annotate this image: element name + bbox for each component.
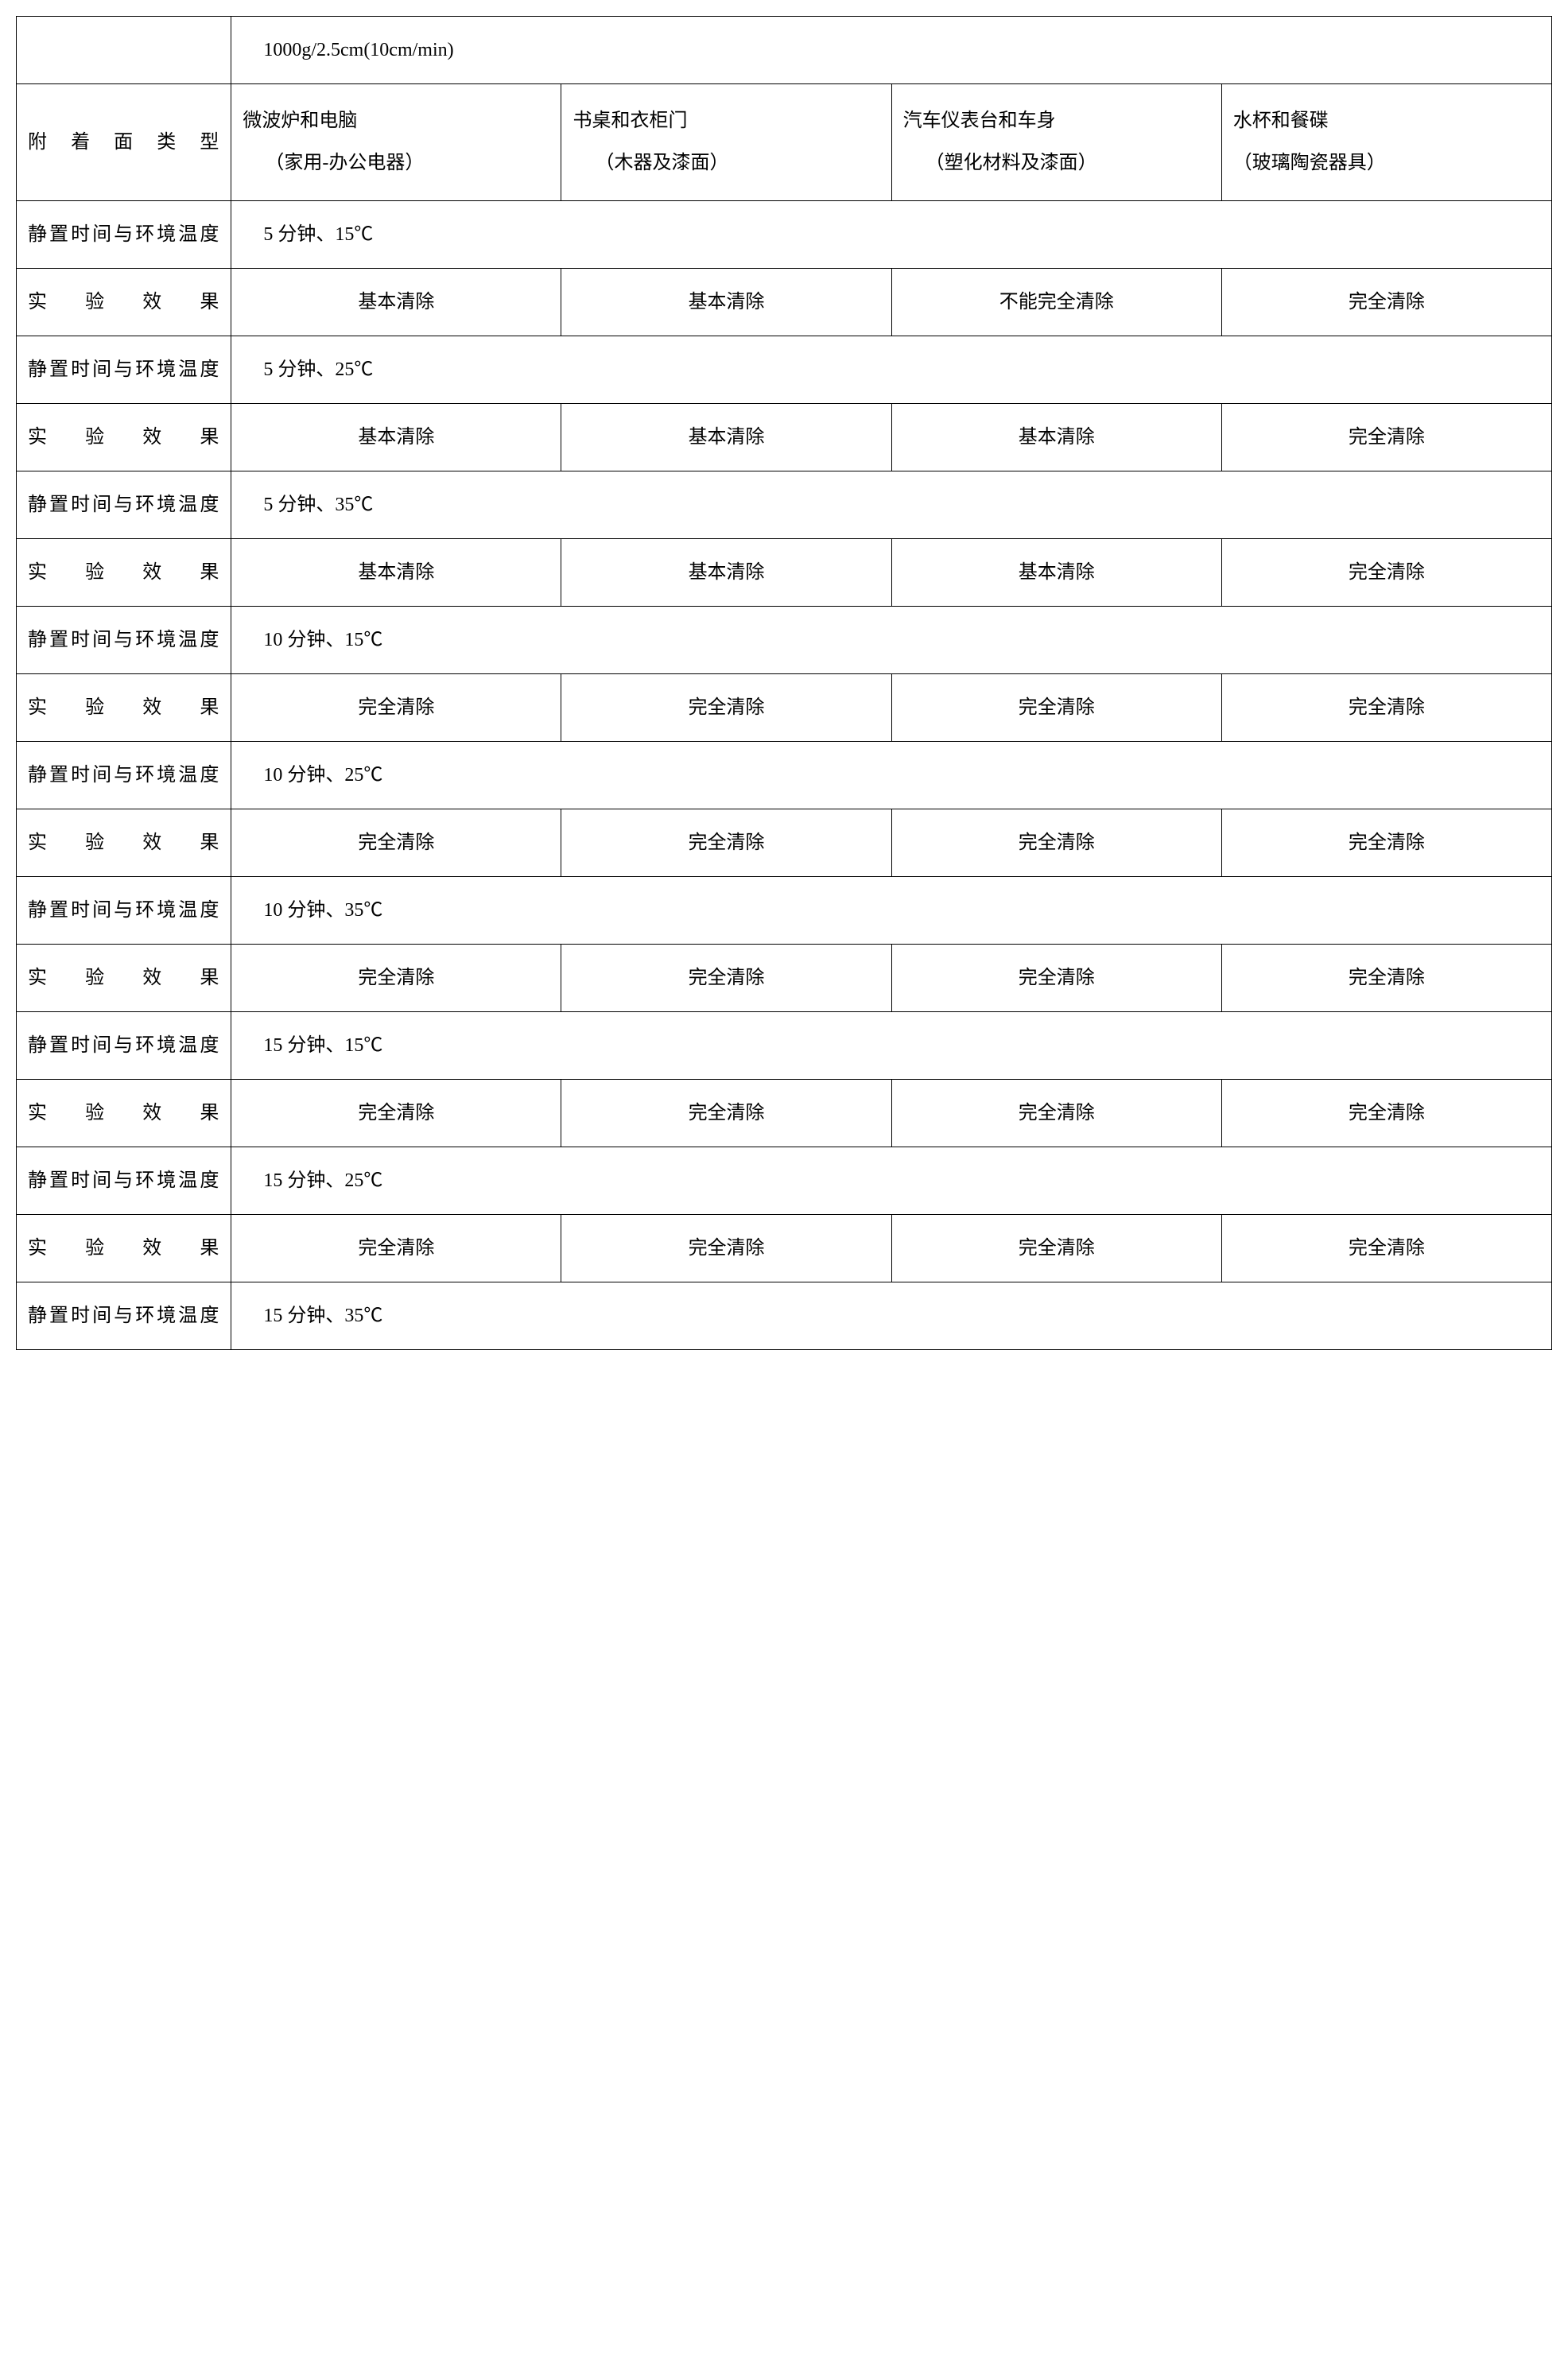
value-cell: 完全清除	[561, 673, 891, 741]
row-label-effect: 实验效果	[17, 944, 231, 1011]
value-cell: 基本清除	[231, 538, 561, 606]
table-row: 实验效果 完全清除 完全清除 完全清除 完全清除	[17, 809, 1552, 876]
row-label-time-temp: 静置时间与环境温度	[17, 200, 231, 268]
value-cell: 基本清除	[561, 538, 891, 606]
table-row: 实验效果 完全清除 完全清除 完全清除 完全清除	[17, 944, 1552, 1011]
value-cell: 完全清除	[231, 673, 561, 741]
value-cell: 完全清除	[1221, 1214, 1551, 1282]
condition-cell: 5 分钟、35℃	[231, 471, 1552, 538]
condition-cell: 15 分钟、35℃	[231, 1282, 1552, 1349]
table-row: 实验效果 基本清除 基本清除 基本清除 完全清除	[17, 538, 1552, 606]
condition-cell: 15 分钟、15℃	[231, 1011, 1552, 1079]
table-row: 实验效果 完全清除 完全清除 完全清除 完全清除	[17, 673, 1552, 741]
row-label-time-temp: 静置时间与环境温度	[17, 336, 231, 403]
row-label-effect: 实验效果	[17, 809, 231, 876]
value-cell: 完全清除	[1221, 538, 1551, 606]
value-cell: 完全清除	[561, 809, 891, 876]
value-cell: 完全清除	[1221, 944, 1551, 1011]
table-row: 静置时间与环境温度 5 分钟、25℃	[17, 336, 1552, 403]
table-row: 实验效果 基本清除 基本清除 不能完全清除 完全清除	[17, 268, 1552, 336]
header-desk-wardrobe: 书桌和衣柜门 （木器及漆面）	[561, 84, 891, 201]
row-label-effect: 实验效果	[17, 1079, 231, 1147]
header-line1: 微波炉和电脑	[243, 100, 549, 142]
value-cell: 完全清除	[891, 944, 1221, 1011]
value-cell: 完全清除	[891, 809, 1221, 876]
value-cell: 完全清除	[561, 1079, 891, 1147]
row-label-effect: 实验效果	[17, 538, 231, 606]
value-cell: 基本清除	[561, 268, 891, 336]
value-cell: 基本清除	[891, 538, 1221, 606]
header-microwave-pc: 微波炉和电脑 （家用-办公电器）	[231, 84, 561, 201]
header-line2: （木器及漆面）	[572, 142, 879, 184]
row-label-time-temp: 静置时间与环境温度	[17, 606, 231, 673]
table-row: 实验效果 基本清除 基本清除 基本清除 完全清除	[17, 403, 1552, 471]
row-label-time-temp: 静置时间与环境温度	[17, 1147, 231, 1214]
table-row: 静置时间与环境温度 15 分钟、15℃	[17, 1011, 1552, 1079]
header-cup-dish: 水杯和餐碟 （玻璃陶瓷器具）	[1221, 84, 1551, 201]
row-label-effect: 实验效果	[17, 403, 231, 471]
header-line2: （玻璃陶瓷器具）	[1233, 142, 1540, 184]
table-row: 附着面类型 微波炉和电脑 （家用-办公电器） 书桌和衣柜门 （木器及漆面） 汽车…	[17, 84, 1552, 201]
value-cell: 完全清除	[231, 1079, 561, 1147]
table-row: 静置时间与环境温度 15 分钟、35℃	[17, 1282, 1552, 1349]
value-cell: 基本清除	[891, 403, 1221, 471]
condition-cell: 10 分钟、35℃	[231, 876, 1552, 944]
table-row: 静置时间与环境温度 10 分钟、25℃	[17, 741, 1552, 809]
value-cell: 完全清除	[1221, 268, 1551, 336]
table-row: 实验效果 完全清除 完全清除 完全清除 完全清除	[17, 1214, 1552, 1282]
row-label-surface-type: 附着面类型	[17, 84, 231, 201]
condition-cell: 15 分钟、25℃	[231, 1147, 1552, 1214]
condition-cell: 10 分钟、25℃	[231, 741, 1552, 809]
table-row: 静置时间与环境温度 5 分钟、35℃	[17, 471, 1552, 538]
table-row: 静置时间与环境温度 10 分钟、15℃	[17, 606, 1552, 673]
value-cell: 完全清除	[1221, 403, 1551, 471]
header-line1: 书桌和衣柜门	[572, 100, 879, 142]
row-label-time-temp: 静置时间与环境温度	[17, 1282, 231, 1349]
value-cell: 完全清除	[561, 1214, 891, 1282]
row-label-time-temp: 静置时间与环境温度	[17, 1011, 231, 1079]
value-cell: 完全清除	[231, 1214, 561, 1282]
condition-cell: 5 分钟、15℃	[231, 200, 1552, 268]
empty-cell	[17, 17, 231, 84]
value-cell: 完全清除	[1221, 1079, 1551, 1147]
value-cell: 完全清除	[891, 1214, 1221, 1282]
row-label-effect: 实验效果	[17, 1214, 231, 1282]
header-line2: （塑化材料及漆面）	[903, 142, 1210, 184]
header-line1: 汽车仪表台和车身	[903, 100, 1210, 142]
top-spanned-cell: 1000g/2.5cm(10cm/min)	[231, 17, 1552, 84]
value-cell: 基本清除	[231, 268, 561, 336]
value-cell: 基本清除	[231, 403, 561, 471]
header-line1: 水杯和餐碟	[1233, 100, 1540, 142]
value-cell: 完全清除	[231, 809, 561, 876]
table-row: 静置时间与环境温度 15 分钟、25℃	[17, 1147, 1552, 1214]
header-car-dashboard: 汽车仪表台和车身 （塑化材料及漆面）	[891, 84, 1221, 201]
value-cell: 完全清除	[231, 944, 561, 1011]
row-label-time-temp: 静置时间与环境温度	[17, 741, 231, 809]
table-row: 1000g/2.5cm(10cm/min)	[17, 17, 1552, 84]
header-line2: （家用-办公电器）	[243, 142, 549, 184]
experiment-table: 1000g/2.5cm(10cm/min) 附着面类型 微波炉和电脑 （家用-办…	[16, 16, 1552, 1350]
value-cell: 基本清除	[561, 403, 891, 471]
row-label-effect: 实验效果	[17, 268, 231, 336]
table-row: 静置时间与环境温度 10 分钟、35℃	[17, 876, 1552, 944]
condition-cell: 5 分钟、25℃	[231, 336, 1552, 403]
value-cell: 完全清除	[1221, 673, 1551, 741]
value-cell: 完全清除	[1221, 809, 1551, 876]
value-cell: 完全清除	[891, 1079, 1221, 1147]
row-label-time-temp: 静置时间与环境温度	[17, 471, 231, 538]
table-row: 实验效果 完全清除 完全清除 完全清除 完全清除	[17, 1079, 1552, 1147]
condition-cell: 10 分钟、15℃	[231, 606, 1552, 673]
row-label-effect: 实验效果	[17, 673, 231, 741]
value-cell: 完全清除	[891, 673, 1221, 741]
value-cell: 完全清除	[561, 944, 891, 1011]
table-row: 静置时间与环境温度 5 分钟、15℃	[17, 200, 1552, 268]
row-label-time-temp: 静置时间与环境温度	[17, 876, 231, 944]
value-cell: 不能完全清除	[891, 268, 1221, 336]
